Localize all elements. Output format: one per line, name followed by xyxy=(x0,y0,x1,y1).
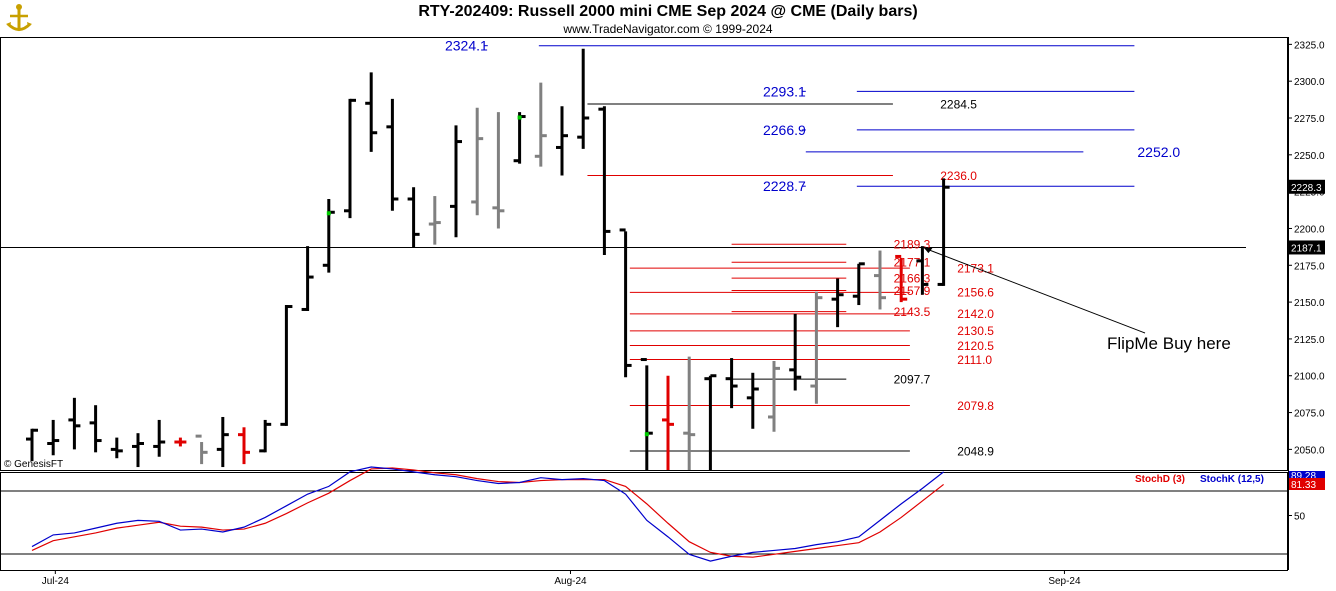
stoch-axis-label: 50 xyxy=(1294,512,1306,523)
level-label: 2236.0 xyxy=(940,169,977,183)
level-label: 2120.5 xyxy=(957,339,994,353)
level-label: 2228.7 xyxy=(763,178,806,194)
chart-header: RTY-202409: Russell 2000 mini CME Sep 20… xyxy=(0,0,1336,37)
last-price-label: 2228.3 xyxy=(1291,183,1322,194)
level-label: 2130.5 xyxy=(957,324,994,338)
stoch-d-line xyxy=(31,467,944,558)
stoch-d-legend: StochD (3) xyxy=(1135,474,1185,485)
level-label: 2048.9 xyxy=(957,444,994,458)
time-tick-label: Aug-24 xyxy=(554,576,587,587)
reference-price-label: 2187.1 xyxy=(1291,243,1322,254)
level-label: 2324.1 xyxy=(445,38,488,54)
price-tick-label: 2250.0 xyxy=(1294,151,1325,162)
level-label: 2284.5 xyxy=(940,97,977,111)
level-label: 2097.7 xyxy=(894,372,931,386)
price-tick-label: 2050.0 xyxy=(1294,445,1325,456)
price-tick-label: 2150.0 xyxy=(1294,298,1325,309)
tradenavigator-logo-icon xyxy=(4,2,34,36)
level-label: 2266.9 xyxy=(763,122,806,138)
stoch-k-readout: 89.28 xyxy=(1291,471,1316,482)
stoch-k-line xyxy=(31,466,944,562)
price-tick-label: 2275.0 xyxy=(1294,114,1325,125)
price-tick-label: 2075.0 xyxy=(1294,409,1325,420)
stoch-panel-frame xyxy=(0,472,1288,571)
level-label: 2252.0 xyxy=(1137,144,1180,160)
last-price-badge xyxy=(1289,179,1325,194)
annotation-arrow-line xyxy=(924,247,1146,334)
reference-price-badge xyxy=(1289,240,1325,255)
genesisft-watermark: © GenesisFT xyxy=(4,459,63,470)
price-tick-label: 2100.0 xyxy=(1294,372,1325,383)
level-label: 2079.8 xyxy=(957,399,994,413)
annotation-arrowhead-icon xyxy=(923,247,933,254)
stoch-k-readout-badge xyxy=(1289,471,1325,481)
chart-subtitle: www.TradeNavigator.com © 1999-2024 xyxy=(563,22,773,36)
price-panel-frame xyxy=(0,37,1288,471)
price-tick-label: 2200.0 xyxy=(1294,224,1325,235)
level-label: 2111.0 xyxy=(957,353,992,367)
signal-marker xyxy=(517,115,522,120)
stoch-d-readout-badge xyxy=(1289,478,1325,490)
stoch-k-legend: StochK (12,5) xyxy=(1200,474,1264,485)
time-tick-label: Jul-24 xyxy=(42,576,70,587)
signal-marker xyxy=(644,432,649,437)
level-label: 2143.5 xyxy=(894,305,931,319)
level-label: 2156.6 xyxy=(957,286,994,300)
annotation-text: FlipMe Buy here xyxy=(1107,334,1231,353)
level-label: 2293.1 xyxy=(763,83,806,99)
stoch-d-readout: 81.33 xyxy=(1291,480,1316,491)
price-tick-label: 2125.0 xyxy=(1294,335,1325,346)
time-tick-label: Sep-24 xyxy=(1048,576,1081,587)
signal-marker xyxy=(326,211,331,216)
price-tick-label: 2300.0 xyxy=(1294,77,1325,88)
level-label: 2189.3 xyxy=(894,238,931,252)
price-tick-label: 2175.0 xyxy=(1294,261,1325,272)
chart-title: RTY-202409: Russell 2000 mini CME Sep 20… xyxy=(418,3,918,20)
price-tick-label: 2325.0 xyxy=(1294,40,1325,51)
level-label: 2142.0 xyxy=(957,307,994,321)
